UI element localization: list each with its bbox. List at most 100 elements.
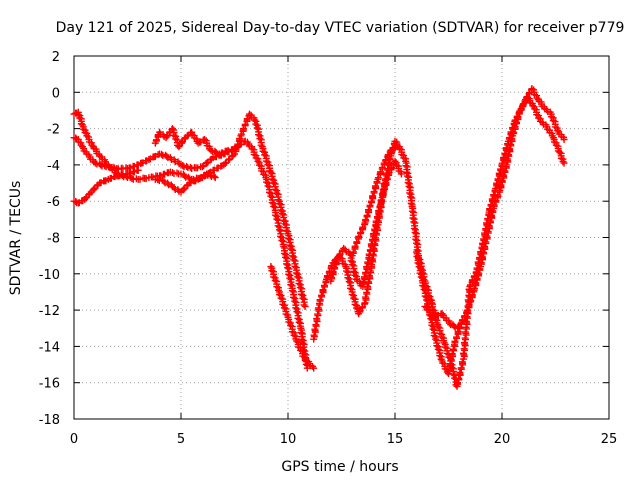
data-point xyxy=(194,164,202,172)
data-point xyxy=(301,302,309,310)
data-point xyxy=(265,188,273,196)
data-point xyxy=(350,267,358,275)
data-point xyxy=(270,202,278,210)
data-point xyxy=(288,287,296,295)
data-point xyxy=(288,252,296,260)
data-point xyxy=(420,285,428,293)
data-point xyxy=(348,261,356,269)
data-point xyxy=(299,339,307,347)
data-point xyxy=(410,218,418,226)
data-point xyxy=(351,300,359,308)
data-point xyxy=(272,211,280,219)
y-tick-label: -10 xyxy=(39,268,60,283)
data-point xyxy=(170,131,178,139)
data-point xyxy=(397,170,405,178)
data-point xyxy=(350,294,358,302)
data-point xyxy=(277,294,285,302)
data-point xyxy=(268,267,276,275)
data-point xyxy=(275,291,283,299)
data-point xyxy=(287,322,295,330)
data-point xyxy=(97,161,105,169)
data-point xyxy=(406,189,414,197)
data-point xyxy=(310,364,318,372)
y-tick-label: -8 xyxy=(47,232,60,247)
data-point xyxy=(292,304,300,312)
data-point xyxy=(362,293,370,301)
data-point xyxy=(74,111,82,119)
data-point xyxy=(428,321,436,329)
y-tick-label: -6 xyxy=(47,195,60,210)
data-point xyxy=(253,124,261,132)
data-point xyxy=(347,257,355,265)
data-point xyxy=(285,318,293,326)
data-point xyxy=(263,178,271,186)
data-point xyxy=(410,225,418,233)
data-point xyxy=(264,161,272,169)
data-point xyxy=(251,116,259,124)
data-point xyxy=(430,332,438,340)
data-point xyxy=(277,206,285,214)
data-point xyxy=(76,114,84,122)
data-point xyxy=(402,162,410,170)
data-point xyxy=(279,300,287,308)
data-point xyxy=(294,273,302,281)
data-point xyxy=(415,263,423,271)
data-point xyxy=(275,226,283,234)
data-point xyxy=(294,314,302,322)
data-point xyxy=(409,214,417,222)
data-point xyxy=(454,323,462,331)
data-point xyxy=(438,333,446,341)
data-point xyxy=(554,126,562,134)
data-point xyxy=(291,297,299,305)
data-point xyxy=(264,182,272,190)
data-point xyxy=(450,322,458,330)
data-point xyxy=(280,249,288,257)
data-point xyxy=(203,170,211,178)
chart-title: Day 121 of 2025, Sidereal Day-to-day VTE… xyxy=(56,20,625,36)
data-point xyxy=(273,189,281,197)
data-point xyxy=(271,277,279,285)
data-point xyxy=(181,172,189,180)
x-tick-label: 0 xyxy=(70,432,78,447)
data-point xyxy=(407,193,415,201)
data-point xyxy=(293,337,301,345)
data-point xyxy=(286,241,294,249)
data-point xyxy=(347,284,355,292)
data-point xyxy=(183,162,191,170)
data-point xyxy=(280,243,288,251)
data-point xyxy=(365,278,373,286)
data-point xyxy=(207,146,215,154)
data-point xyxy=(278,236,286,244)
data-point xyxy=(276,200,284,208)
data-point xyxy=(413,252,421,260)
data-point xyxy=(252,120,260,128)
data-point xyxy=(296,284,304,292)
data-point xyxy=(262,157,270,165)
data-point xyxy=(229,152,237,160)
data-point xyxy=(290,256,298,264)
data-point xyxy=(295,318,303,326)
data-point xyxy=(560,159,568,167)
data-point xyxy=(441,343,449,351)
grid xyxy=(74,56,609,419)
data-point xyxy=(271,185,279,193)
data-point xyxy=(297,290,305,298)
data-point xyxy=(284,264,292,272)
data-point xyxy=(270,179,278,187)
data-point xyxy=(348,291,356,299)
x-tick-labels: 0 5 10 15 20 25 xyxy=(70,432,617,447)
data-point xyxy=(287,281,295,289)
data-point xyxy=(419,282,427,290)
data-point xyxy=(183,132,191,140)
data-point xyxy=(163,152,171,160)
data-point xyxy=(274,196,282,204)
data-point xyxy=(254,157,262,165)
data-point xyxy=(259,147,267,155)
data-point xyxy=(433,342,441,350)
data-point xyxy=(298,335,306,343)
data-point xyxy=(256,135,264,143)
data-point xyxy=(175,143,183,151)
data-point xyxy=(422,296,430,304)
data-point xyxy=(180,185,188,193)
